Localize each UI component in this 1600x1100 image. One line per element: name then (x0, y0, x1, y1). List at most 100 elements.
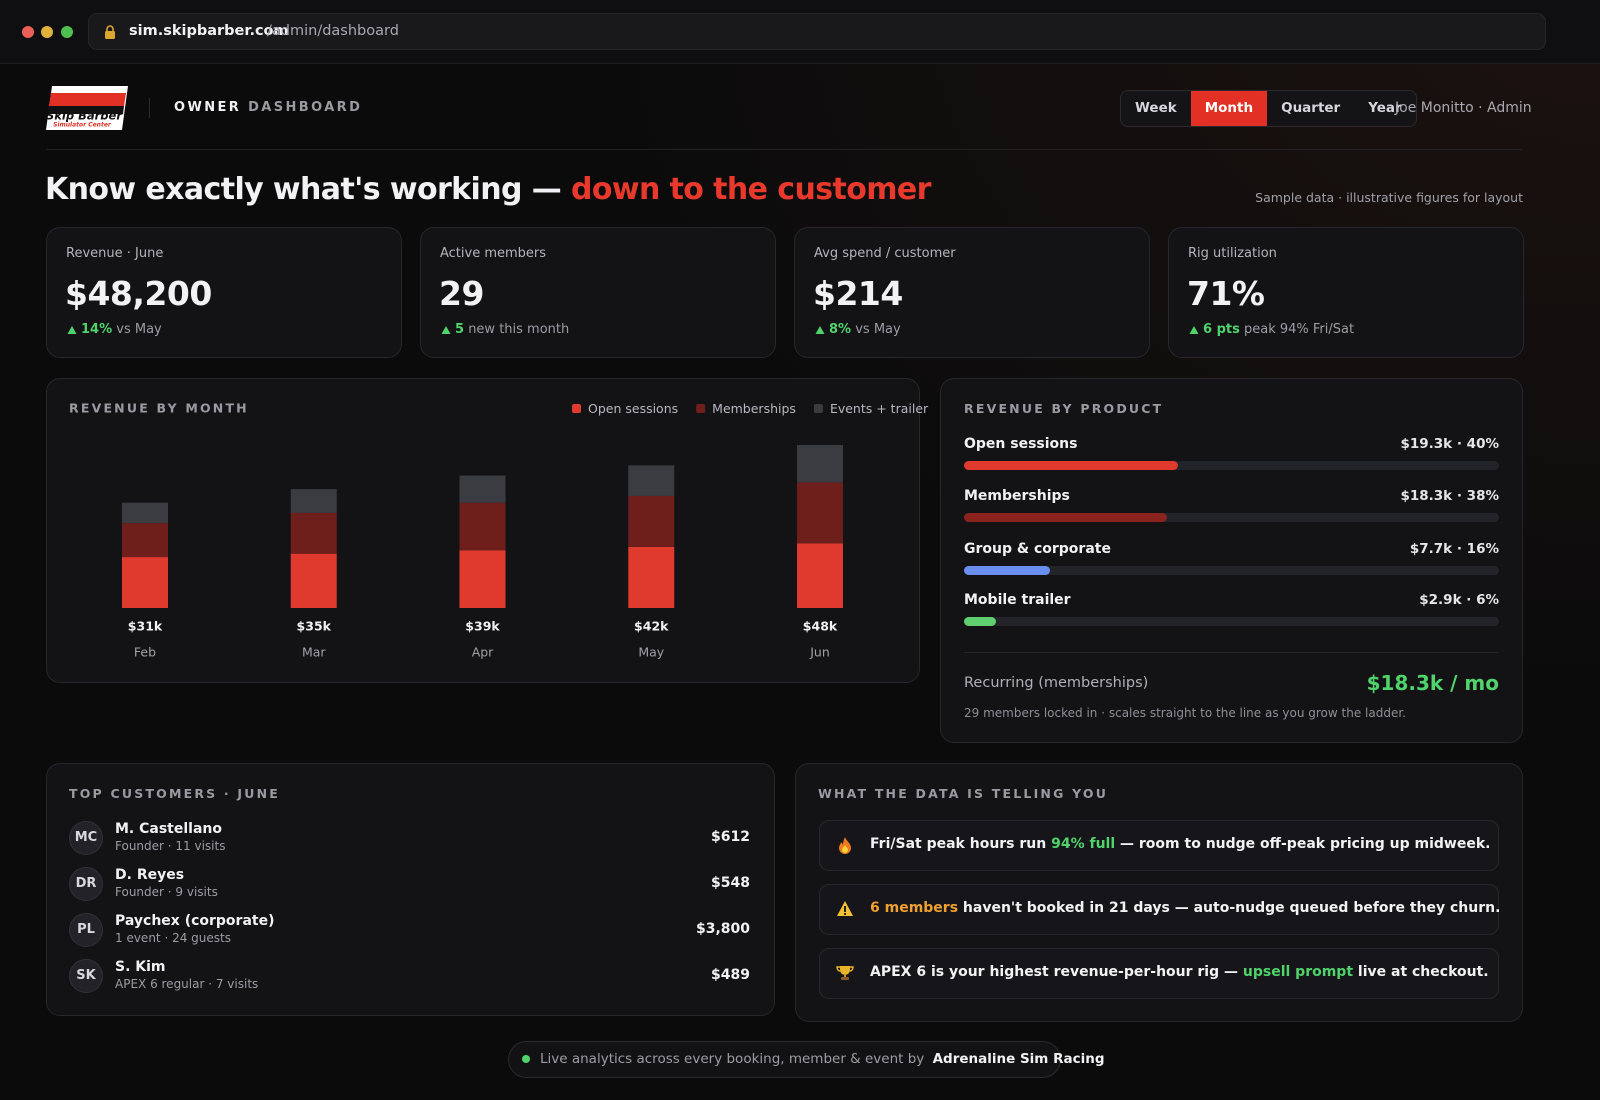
window-min[interactable] (41, 26, 53, 38)
customer-detail: 1 event · 24 guests (115, 931, 231, 945)
product-title: REVENUE BY PRODUCT (964, 401, 1164, 416)
kpi-value: $48,200 (65, 274, 212, 313)
delta-arrow (441, 326, 451, 334)
legend-label: Open sessions (588, 401, 678, 416)
kpi-delta: 8% vs May (829, 322, 901, 337)
x-tick-label: May (638, 645, 664, 660)
kpi-delta-value: 5 (455, 322, 465, 337)
insight-icon (837, 901, 853, 916)
customer-name: D. Reyes (115, 867, 185, 883)
live-dot (522, 1055, 530, 1063)
insight-part: live at checkout. (1353, 964, 1489, 980)
x-tick-label: Mar (302, 645, 326, 660)
customer-name: S. Kim (115, 959, 166, 975)
kpi-delta: 6 pts peak 94% Fri/Sat (1203, 322, 1354, 337)
avatar: DR (69, 867, 103, 901)
logo-text: Skip Barber (46, 109, 123, 123)
customer-amount: $612 (711, 829, 750, 845)
period-button[interactable]: Month (1190, 91, 1268, 126)
bar-segment (628, 495, 675, 547)
period-button[interactable]: Year (1368, 100, 1402, 116)
bar-segment (290, 489, 337, 513)
delta-arrow (1189, 326, 1199, 334)
product-bar (964, 513, 1168, 522)
delta-arrow-shape (441, 326, 451, 334)
delta-arrow-shape (815, 326, 825, 334)
x-tick-label: Feb (134, 645, 156, 660)
dashboard-title: OWNER DASHBOARD (174, 100, 362, 115)
product-track (964, 617, 1499, 626)
bar-total-label: $42k (634, 619, 669, 634)
kpi-card (46, 227, 402, 358)
customer-amount: $548 (711, 875, 750, 891)
delta-arrow-shape (67, 326, 77, 334)
bar-segment (290, 512, 337, 554)
headline-main: Know exactly what's working — (45, 172, 562, 207)
kpi-delta: 5 new this month (455, 322, 569, 337)
insight-part: APEX 6 is your highest revenue-per-hour … (870, 964, 1243, 980)
title-rest: DASHBOARD (248, 100, 363, 115)
chart-title: REVENUE BY MONTH (69, 401, 249, 416)
legend-label: Events + trailer (830, 401, 929, 416)
recurring-note: 29 members locked in · scales straight t… (964, 706, 1406, 720)
bar-total-label: $39k (465, 619, 500, 634)
bar-segment (797, 445, 843, 483)
x-tick-label: Apr (472, 645, 494, 660)
header-rule (46, 149, 1523, 150)
customer-amount: $3,800 (695, 921, 750, 937)
kpi-delta-text: vs May (116, 322, 162, 337)
product-track (964, 513, 1499, 522)
product-name: Open sessions (964, 436, 1078, 452)
period-button[interactable]: Week (1135, 100, 1177, 116)
legend-label: Memberships (712, 401, 796, 416)
kpi-delta-text: peak 94% Fri/Sat (1243, 322, 1355, 337)
customer-name: Paychex (corporate) (115, 913, 275, 929)
user: Joe Monitto · Admin (1395, 100, 1532, 116)
product-bar (964, 461, 1178, 470)
recurring-label: Recurring (memberships) (964, 675, 1149, 691)
avatar: MC (69, 821, 103, 855)
product-track (964, 461, 1499, 470)
product-name: Memberships (964, 488, 1070, 504)
kpi-delta-value: 8% (829, 322, 852, 337)
bar-segment (122, 557, 168, 608)
kpi-value: 71% (1187, 274, 1265, 313)
bar-segment (459, 550, 506, 608)
product-rule (964, 652, 1499, 653)
kpi-card (794, 227, 1150, 358)
insight-box (819, 820, 1499, 871)
kpi-label: Revenue · June (66, 246, 164, 261)
insight-part: — room to nudge off-peak pricing up midw… (1115, 836, 1491, 852)
kpi-delta-text: vs May (855, 322, 901, 337)
insight-text: 6 members haven't booked in 21 days — au… (870, 900, 1500, 916)
product-bar (964, 617, 997, 626)
insight-part: Fri/Sat peak hours run (870, 836, 1052, 852)
insight-icon (839, 837, 851, 854)
customers-card (46, 763, 775, 1016)
logo: Skip Barber Simulator Center (46, 86, 128, 130)
kpi-delta-value: 14% (81, 322, 113, 337)
delta-arrow (67, 326, 77, 334)
window-max[interactable] (61, 26, 73, 38)
footer-pill (508, 1041, 1061, 1078)
period-button[interactable]: Quarter (1281, 100, 1341, 116)
legend-swatch (813, 404, 823, 413)
kpi-delta: 14% vs May (81, 322, 162, 337)
kpi-label: Avg spend / customer (814, 246, 956, 261)
bar-total-label: $31k (128, 619, 163, 634)
url-bar[interactable] (88, 13, 1546, 50)
kpi-delta-text: new this month (468, 322, 570, 337)
x-tick-label: Jun (809, 645, 830, 660)
customer-name: M. Castellano (115, 821, 222, 837)
insight-part: 6 members (870, 900, 959, 916)
url-path: /admin/dashboard (267, 23, 399, 39)
insight-icon (836, 966, 854, 980)
legend-swatch (572, 404, 581, 413)
window-close[interactable] (22, 26, 34, 38)
insights-title: WHAT THE DATA IS TELLING YOU (818, 786, 1109, 801)
recurring-value: $18.3k / mo (1366, 671, 1499, 695)
bar-segment (459, 475, 506, 503)
product-name: Group & corporate (964, 541, 1111, 557)
bar-segment (122, 502, 168, 524)
